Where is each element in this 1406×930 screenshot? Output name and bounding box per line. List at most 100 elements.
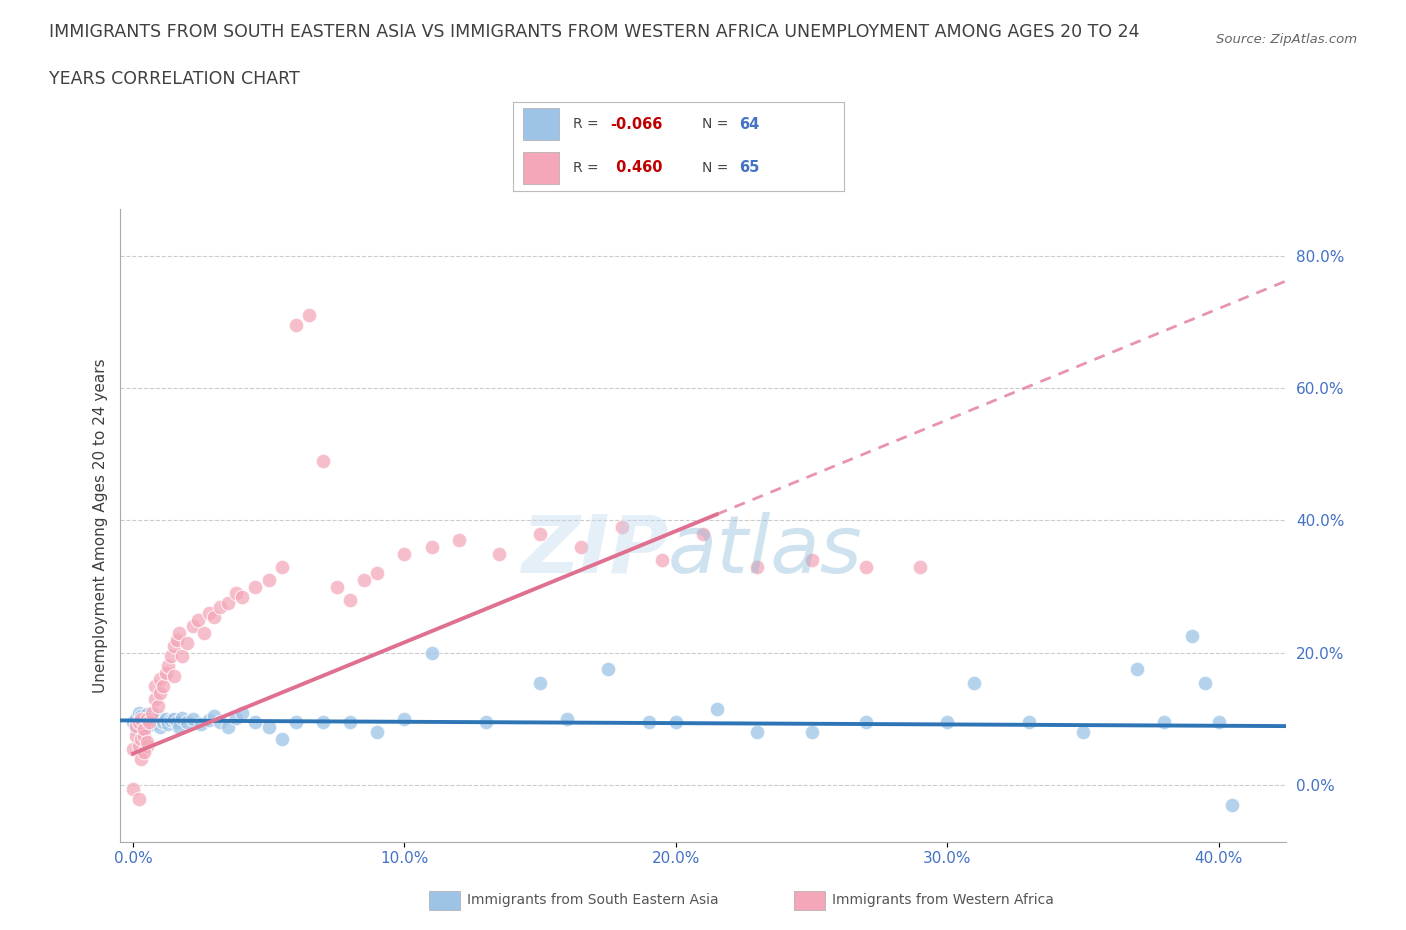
Point — [1180, 629, 1202, 644]
Point — [143, 713, 166, 728]
Point — [651, 552, 673, 567]
Text: N =: N = — [702, 117, 733, 131]
Point — [325, 579, 347, 594]
Text: atlas: atlas — [668, 512, 863, 590]
Point — [141, 705, 163, 720]
Point — [394, 546, 416, 561]
Point — [1071, 725, 1094, 740]
Point — [800, 552, 823, 567]
Point — [339, 715, 361, 730]
Point — [125, 718, 148, 733]
Point — [284, 318, 307, 333]
Point — [152, 679, 174, 694]
Point — [129, 720, 152, 735]
Point — [149, 711, 172, 725]
Point — [132, 715, 155, 730]
Point — [143, 679, 166, 694]
Point — [529, 526, 551, 541]
Point — [339, 592, 361, 607]
Point — [152, 715, 174, 730]
Point — [298, 308, 321, 323]
Point — [312, 715, 335, 730]
Point — [132, 745, 155, 760]
Y-axis label: Unemployment Among Ages 20 to 24 years: Unemployment Among Ages 20 to 24 years — [93, 358, 108, 693]
Point — [420, 645, 443, 660]
Point — [138, 715, 160, 730]
Point — [963, 675, 986, 690]
Point — [257, 720, 280, 735]
Point — [855, 560, 877, 575]
Point — [146, 709, 169, 724]
Point — [176, 635, 198, 650]
Point — [1220, 798, 1243, 813]
Point — [132, 711, 155, 726]
Point — [245, 715, 267, 730]
Point — [157, 658, 180, 673]
Point — [204, 609, 226, 624]
Point — [135, 738, 157, 753]
Point — [143, 692, 166, 707]
Point — [231, 705, 253, 720]
Point — [181, 711, 204, 726]
Point — [1018, 715, 1040, 730]
Point — [706, 702, 728, 717]
Point — [125, 728, 148, 743]
Point — [217, 720, 239, 735]
Point — [132, 728, 155, 743]
Point — [208, 715, 231, 730]
Point — [146, 698, 169, 713]
Point — [257, 573, 280, 588]
Point — [394, 711, 416, 726]
Point — [167, 626, 190, 641]
Point — [181, 619, 204, 634]
Point — [366, 725, 388, 740]
Point — [187, 612, 209, 627]
Point — [1194, 675, 1216, 690]
Point — [141, 717, 163, 732]
Point — [312, 454, 335, 469]
Point — [135, 735, 157, 750]
Point — [225, 711, 247, 725]
Point — [936, 715, 959, 730]
Point — [596, 662, 619, 677]
Point — [155, 711, 177, 726]
Point — [800, 725, 823, 740]
Point — [488, 546, 510, 561]
Point — [163, 669, 186, 684]
Text: 65: 65 — [740, 160, 759, 175]
Point — [420, 539, 443, 554]
Point — [271, 732, 294, 747]
Point — [135, 707, 157, 722]
Text: -0.066: -0.066 — [610, 117, 664, 132]
FancyBboxPatch shape — [523, 152, 560, 183]
Point — [166, 715, 188, 730]
Text: 0.460: 0.460 — [610, 160, 662, 175]
Point — [135, 718, 157, 733]
Point — [529, 675, 551, 690]
Point — [271, 560, 294, 575]
Point — [170, 711, 193, 725]
Point — [231, 590, 253, 604]
Point — [132, 722, 155, 737]
Point — [149, 685, 172, 700]
Point — [284, 715, 307, 730]
Point — [569, 539, 592, 554]
Point — [475, 715, 498, 730]
Point — [125, 711, 148, 726]
Point — [125, 722, 148, 737]
Point — [190, 717, 212, 732]
Point — [747, 725, 769, 740]
Point — [149, 720, 172, 735]
Point — [1153, 715, 1175, 730]
Point — [637, 715, 659, 730]
Point — [155, 665, 177, 680]
Text: IMMIGRANTS FROM SOUTH EASTERN ASIA VS IMMIGRANTS FROM WESTERN AFRICA UNEMPLOYMEN: IMMIGRANTS FROM SOUTH EASTERN ASIA VS IM… — [49, 23, 1140, 41]
Point — [129, 711, 152, 726]
Point — [855, 715, 877, 730]
Point — [176, 715, 198, 730]
Text: Immigrants from South Eastern Asia: Immigrants from South Eastern Asia — [467, 893, 718, 908]
Point — [217, 596, 239, 611]
Point — [170, 649, 193, 664]
Text: R =: R = — [572, 161, 603, 175]
Text: Source: ZipAtlas.com: Source: ZipAtlas.com — [1216, 33, 1357, 46]
